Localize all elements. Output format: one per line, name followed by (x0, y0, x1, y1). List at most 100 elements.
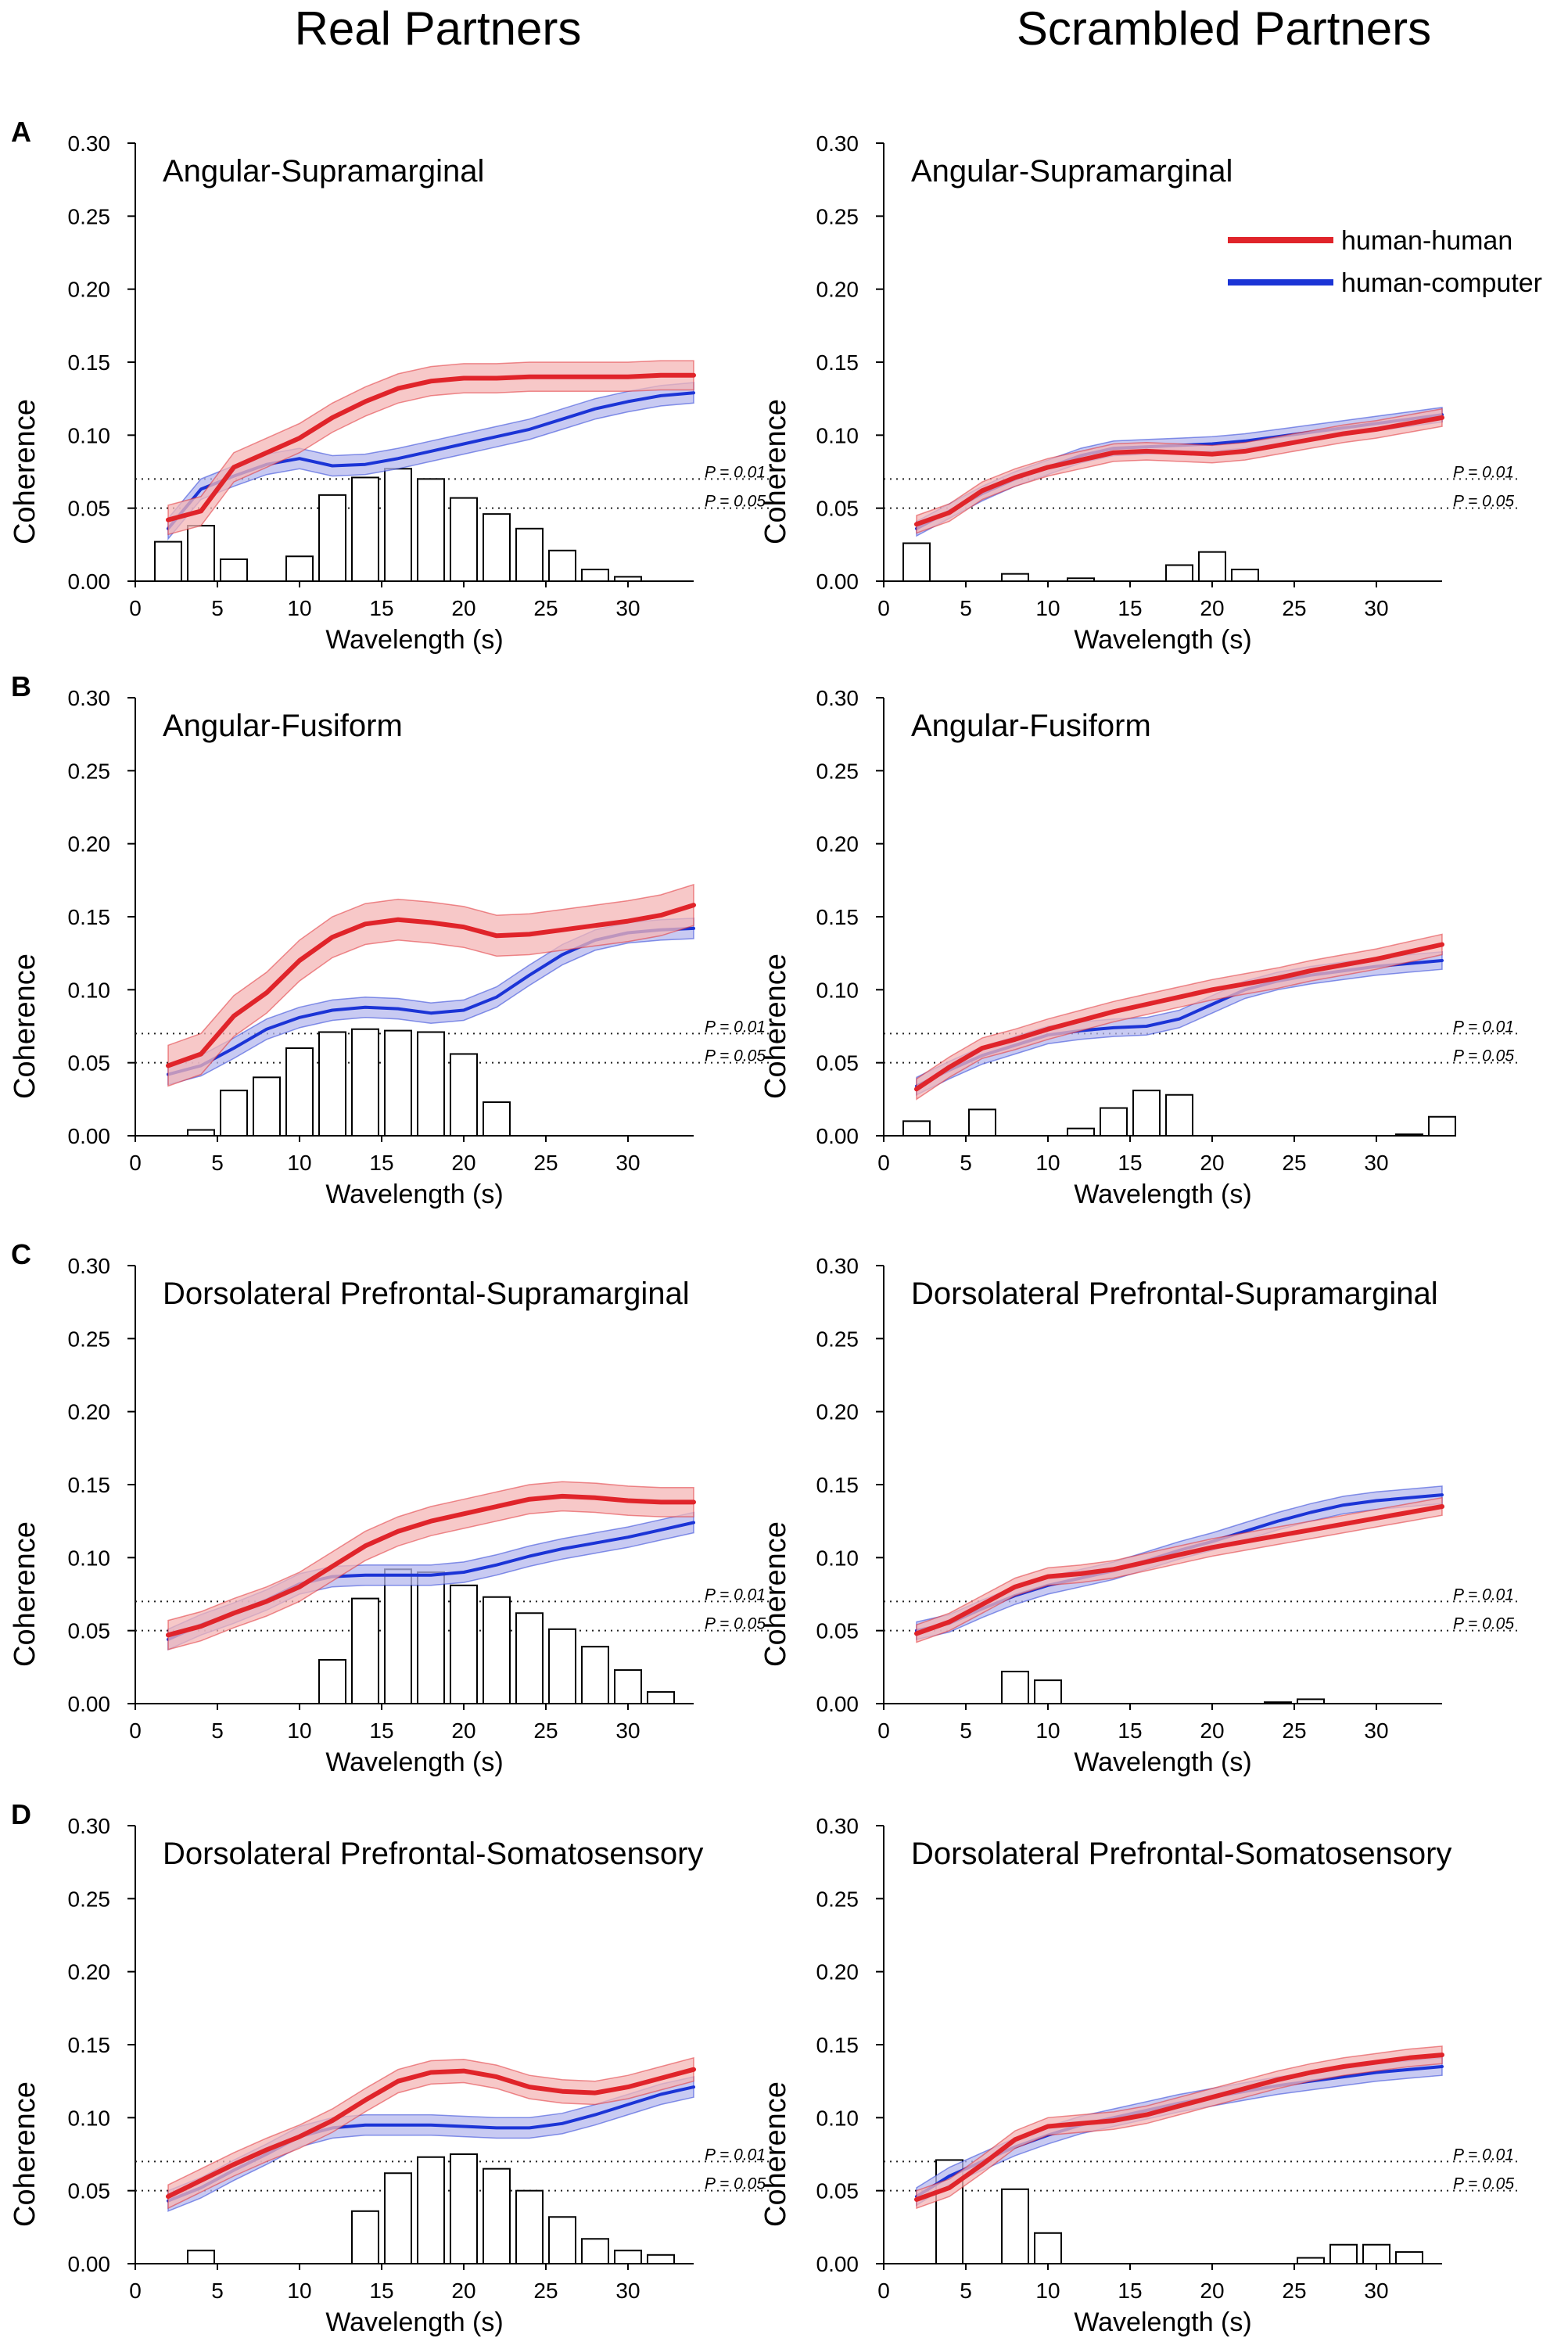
histogram-bar (548, 1628, 576, 1705)
panel-letter: C (11, 1238, 31, 1270)
y-tick-label: 0.20 (68, 832, 111, 857)
x-axis-label: Wavelength (s) (1074, 2307, 1251, 2337)
x-tick-label: 0 (129, 596, 142, 620)
x-tick-label: 10 (287, 2279, 311, 2303)
chart-panel-2: 0.00 0.05 0.10 0.15 0.20 0.25 0.30 0 5 10 15 20 25 30… (759, 131, 1542, 655)
histogram-bar (1395, 2251, 1423, 2264)
histogram-bar (318, 494, 346, 582)
threshold-label: P = 0.05 (705, 1615, 766, 1633)
histogram-bar (285, 1047, 314, 1137)
histogram-bar (1362, 2243, 1390, 2265)
y-tick-label: 0.30 (816, 1814, 859, 1838)
histogram-bar (1329, 2243, 1358, 2265)
x-tick-label: 15 (369, 1718, 393, 1743)
x-axis-label: Wavelength (s) (325, 1747, 503, 1777)
x-tick-label: 20 (451, 2279, 475, 2303)
histogram-bar (417, 2156, 445, 2265)
x-tick-label: 5 (211, 2279, 224, 2303)
histogram-bar (647, 1691, 675, 1704)
x-tick-label: 0 (129, 2279, 142, 2303)
histogram-bar (647, 2254, 675, 2265)
histogram-bar (450, 497, 478, 582)
x-tick-label: 20 (1200, 2279, 1224, 2303)
y-axis-label: Coherence (9, 1521, 41, 1667)
y-tick-label: 0.15 (68, 350, 111, 375)
y-tick-label: 0.25 (68, 1887, 111, 1911)
histogram-bar (187, 525, 215, 582)
y-tick-label: 0.20 (816, 832, 859, 857)
x-tick-label: 25 (1282, 1718, 1306, 1743)
histogram-bar (902, 542, 931, 583)
x-tick-label: 15 (1118, 1718, 1142, 1743)
histogram-bar (515, 1612, 544, 1704)
x-axis-label: Wavelength (s) (1074, 1747, 1251, 1777)
x-tick-label: 20 (451, 1151, 475, 1175)
x-tick-label: 30 (615, 1151, 640, 1175)
histogram-bar (450, 1584, 478, 1705)
series-line-human-human (914, 2052, 1444, 2202)
panel-title: Angular-Supramarginal (911, 154, 1233, 189)
histogram-bar (1297, 1698, 1325, 1704)
y-tick-label: 0.05 (68, 2179, 111, 2203)
y-tick-label: 0.25 (816, 1887, 859, 1911)
histogram-bar (1034, 1679, 1062, 1704)
histogram-bar (968, 1108, 996, 1137)
x-tick-label: 20 (1200, 1718, 1224, 1743)
column-title-real: Real Partners (294, 2, 582, 55)
band-human-human (916, 2045, 1443, 2210)
series-line-human-human (914, 942, 1444, 1092)
histogram-bar (154, 541, 182, 582)
y-tick-label: 0.05 (816, 1051, 859, 1076)
histogram-bar (515, 2189, 544, 2265)
histogram-bar (253, 1076, 281, 1137)
x-tick-label: 0 (877, 2279, 890, 2303)
threshold-label: P = 0.01 (705, 2146, 766, 2164)
x-tick-label: 5 (960, 1151, 972, 1175)
panel-title: Angular-Fusiform (911, 709, 1151, 743)
x-tick-label: 30 (1364, 2279, 1388, 2303)
x-axis-label: Wavelength (s) (1074, 1180, 1251, 1209)
x-tick-label: 15 (369, 2279, 393, 2303)
x-tick-label: 25 (1282, 596, 1306, 620)
y-tick-label: 0.05 (816, 2179, 859, 2203)
y-axis-label: Coherence (9, 399, 41, 544)
x-axis-label: Wavelength (s) (325, 2307, 503, 2337)
y-tick-label: 0.15 (816, 350, 859, 375)
y-tick-label: 0.00 (68, 1692, 111, 1716)
y-tick-label: 0.20 (68, 1960, 111, 1984)
x-tick-label: 5 (960, 2279, 972, 2303)
y-tick-label: 0.15 (816, 905, 859, 929)
x-tick-label: 25 (533, 1151, 558, 1175)
x-tick-label: 30 (615, 1718, 640, 1743)
band-human-human (167, 1481, 694, 1650)
histogram-bar (1100, 1107, 1128, 1137)
x-tick-label: 5 (211, 596, 224, 620)
histogram-bar (285, 555, 314, 582)
histogram-bar (384, 1029, 412, 1137)
legend-label: human-computer (1341, 268, 1542, 298)
x-axis-label: Wavelength (s) (1074, 625, 1251, 655)
column-title-scrambled: Scrambled Partners (1016, 2, 1432, 55)
y-tick-label: 0.25 (68, 1327, 111, 1351)
histogram-bar (187, 2250, 215, 2264)
y-tick-label: 0.00 (68, 2252, 111, 2276)
histogram-bar (417, 1571, 445, 1704)
histogram-bar (483, 1596, 511, 1704)
y-tick-label: 0.30 (68, 686, 111, 710)
histogram-bar (1231, 569, 1259, 582)
band-human-human (916, 933, 1443, 1101)
histogram-bar (1428, 1115, 1456, 1137)
x-axis-label: Wavelength (s) (325, 1180, 503, 1209)
y-tick-label: 0.10 (68, 1546, 111, 1570)
y-tick-label: 0.00 (68, 1124, 111, 1148)
histogram-bar (384, 2172, 412, 2264)
threshold-label: P = 0.05 (1453, 1047, 1514, 1065)
y-axis-label: Coherence (759, 399, 792, 544)
histogram-bar (1395, 1133, 1423, 1137)
band-human-computer (916, 2056, 1443, 2207)
chart-panel-6: 0.00 0.05 0.10 0.15 0.20 0.25 0.30 0 5 10 15 20 25 30… (759, 1254, 1520, 1777)
x-tick-label: 5 (211, 1151, 224, 1175)
x-tick-label: 10 (287, 1718, 311, 1743)
x-tick-label: 25 (533, 596, 558, 620)
x-tick-label: 10 (1035, 2279, 1060, 2303)
